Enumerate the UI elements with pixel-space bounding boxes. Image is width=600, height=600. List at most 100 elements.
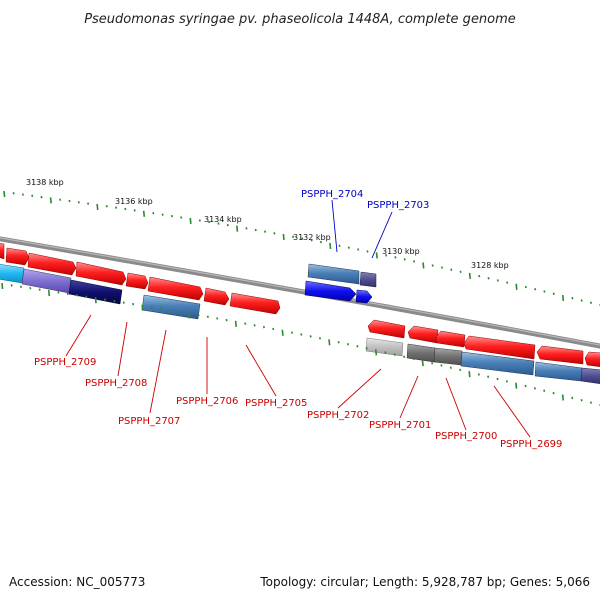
gene-arrow[interactable] xyxy=(304,280,357,302)
minor-tick xyxy=(552,391,555,395)
minor-tick xyxy=(337,341,340,344)
gene-arrow[interactable] xyxy=(460,351,535,376)
gene-arrow[interactable] xyxy=(307,263,360,285)
kbp-label: 3132 kbp xyxy=(293,233,331,242)
minor-tick xyxy=(290,331,294,334)
minor-tick xyxy=(262,325,265,329)
minor-tick xyxy=(301,237,304,240)
minor-tick xyxy=(449,366,452,369)
minor-tick xyxy=(114,206,118,209)
minor-tick xyxy=(197,313,200,317)
leader-line xyxy=(445,377,467,431)
gene-label[interactable]: PSPPH_2699 xyxy=(500,439,562,450)
minor-tick xyxy=(477,373,480,376)
minor-tick xyxy=(21,193,24,196)
gene-arrow[interactable] xyxy=(0,264,25,284)
gene-arrow[interactable] xyxy=(125,272,149,290)
minor-tick xyxy=(133,209,136,212)
gene-arrow[interactable] xyxy=(407,325,439,344)
minor-tick xyxy=(309,335,312,338)
gene-label[interactable]: PSPPH_2702 xyxy=(307,410,369,421)
minor-tick xyxy=(412,260,416,263)
minor-tick xyxy=(543,389,546,392)
minor-tick xyxy=(178,310,181,314)
gene-arrow[interactable] xyxy=(5,247,30,266)
gene-arrow[interactable] xyxy=(536,345,584,365)
major-tick xyxy=(468,371,471,378)
leader-line xyxy=(65,314,92,357)
minor-tick xyxy=(105,205,108,208)
minor-tick xyxy=(263,230,267,233)
reverse-strand-genes xyxy=(0,264,600,384)
minor-tick xyxy=(254,228,257,232)
minor-tick xyxy=(38,288,41,291)
major-tick xyxy=(236,225,239,232)
gene-arrow[interactable] xyxy=(355,289,373,304)
gene-arrow[interactable] xyxy=(584,351,600,367)
gene-arrow[interactable] xyxy=(75,261,127,286)
minor-tick xyxy=(245,227,248,230)
minor-tick xyxy=(524,384,527,388)
minor-tick xyxy=(505,380,508,383)
minor-tick xyxy=(496,279,499,282)
major-tick xyxy=(374,349,378,356)
gene-arrow[interactable] xyxy=(463,335,536,360)
kbp-label: 3136 kbp xyxy=(115,197,153,206)
kbp-label: 3130 kbp xyxy=(382,247,420,256)
minor-tick xyxy=(217,222,220,225)
major-tick xyxy=(515,283,518,290)
major-tick xyxy=(561,294,565,302)
gene-arrow[interactable] xyxy=(203,287,230,306)
minor-tick xyxy=(122,301,125,304)
gene-arrow[interactable] xyxy=(406,343,436,363)
gene-arrow[interactable] xyxy=(435,330,466,348)
gene-arrow[interactable] xyxy=(433,347,463,366)
gene-arrow[interactable] xyxy=(27,252,77,276)
gene-arrow[interactable] xyxy=(359,271,377,288)
minor-tick xyxy=(150,305,153,309)
gene-arrow[interactable] xyxy=(367,319,406,339)
minor-tick xyxy=(412,357,415,361)
gene-label[interactable]: PSPPH_2700 xyxy=(435,431,497,442)
gene-arrow[interactable] xyxy=(365,337,404,357)
major-tick xyxy=(96,203,99,211)
minor-tick xyxy=(66,292,69,296)
minor-tick xyxy=(12,192,15,195)
major-tick xyxy=(468,272,472,280)
leader-line xyxy=(245,344,277,397)
gene-label[interactable]: PSPPH_2706 xyxy=(176,396,238,407)
minor-tick xyxy=(440,364,443,367)
gene-label[interactable]: PSPPH_2703 xyxy=(367,200,429,211)
kbp-label: 3138 kbp xyxy=(26,178,64,187)
gene-arrow[interactable] xyxy=(68,279,123,305)
gene-arrow[interactable] xyxy=(147,276,204,301)
minor-tick xyxy=(160,307,163,310)
minor-tick xyxy=(440,266,444,269)
minor-tick xyxy=(19,285,23,289)
gene-label[interactable]: PSPPH_2708 xyxy=(85,378,147,389)
minor-tick xyxy=(366,250,369,253)
gene-arrow[interactable] xyxy=(229,292,281,315)
minor-tick xyxy=(580,299,583,302)
minor-tick xyxy=(291,235,295,238)
gene-arrow[interactable] xyxy=(534,361,583,382)
gene-label[interactable]: PSPPH_2707 xyxy=(118,416,180,427)
gene-arrow[interactable] xyxy=(0,243,5,260)
gene-label[interactable]: PSPPH_2701 xyxy=(369,420,431,431)
major-tick xyxy=(189,217,192,225)
minor-tick xyxy=(385,254,388,257)
minor-tick xyxy=(310,239,313,242)
genome-summary-text: Topology: circular; Length: 5,928,787 bp… xyxy=(259,575,590,589)
gene-label[interactable]: PSPPH_2709 xyxy=(34,357,96,368)
minor-tick xyxy=(180,216,183,219)
minor-tick xyxy=(346,343,350,346)
kbp-scale-labels: 3138 kbp 3136 kbp 3134 kbp 3132 kbp 3130… xyxy=(26,178,509,270)
minor-tick xyxy=(534,288,537,291)
leader-line xyxy=(371,211,393,259)
gene-arrow[interactable] xyxy=(580,367,600,384)
gene-label[interactable]: PSPPH_2705 xyxy=(245,398,307,409)
minor-tick xyxy=(10,284,13,287)
major-tick xyxy=(328,339,331,346)
gene-label[interactable]: PSPPH_2704 xyxy=(301,189,363,200)
minor-tick xyxy=(132,302,135,306)
